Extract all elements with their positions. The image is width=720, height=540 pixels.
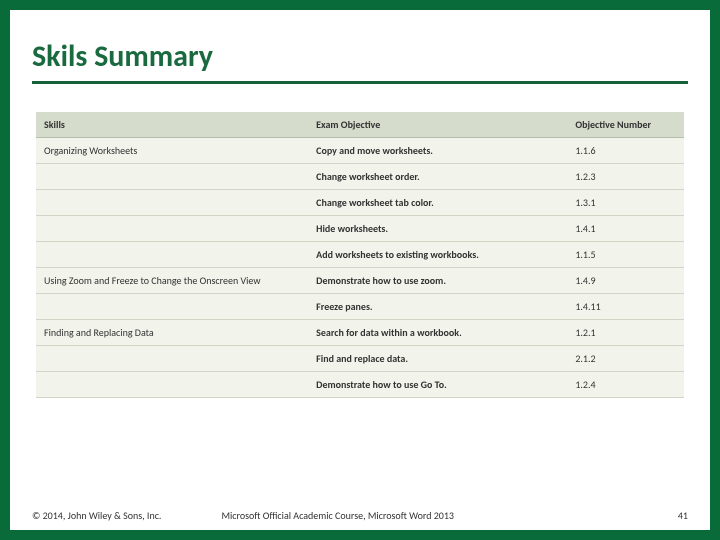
table-row: Change worksheet tab color. 1.3.1 <box>36 190 684 216</box>
header-exam-objective: Exam Objective <box>308 112 567 138</box>
cell-skill: Organizing Worksheets <box>36 138 308 164</box>
cell-skill <box>36 190 308 216</box>
cell-skill <box>36 216 308 242</box>
cell-objective: Change worksheet tab color. <box>308 190 567 216</box>
table-row: Add worksheets to existing workbooks. 1.… <box>36 242 684 268</box>
cell-skill <box>36 164 308 190</box>
cell-skill <box>36 242 308 268</box>
slide: Skils Summary Skills Exam Objective Obje… <box>0 0 720 540</box>
cell-objective: Demonstrate how to use zoom. <box>308 268 567 294</box>
table-row: Organizing Worksheets Copy and move work… <box>36 138 684 164</box>
cell-objective: Change worksheet order. <box>308 164 567 190</box>
table-header-row: Skills Exam Objective Objective Number <box>36 112 684 138</box>
skills-table: Skills Exam Objective Objective Number O… <box>36 112 684 398</box>
table-row: Hide worksheets. 1.4.1 <box>36 216 684 242</box>
cell-skill <box>36 372 308 398</box>
cell-number: 2.1.2 <box>567 346 684 372</box>
cell-number: 1.1.6 <box>567 138 684 164</box>
header-objective-number: Objective Number <box>567 112 684 138</box>
cell-objective: Add worksheets to existing workbooks. <box>308 242 567 268</box>
table-row: Using Zoom and Freeze to Change the Onsc… <box>36 268 684 294</box>
cell-objective: Copy and move worksheets. <box>308 138 567 164</box>
table-row: Finding and Replacing Data Search for da… <box>36 320 684 346</box>
footer-copyright: © 2014, John Wiley & Sons, Inc. <box>32 509 161 522</box>
cell-objective: Search for data within a workbook. <box>308 320 567 346</box>
table-row: Find and replace data. 2.1.2 <box>36 346 684 372</box>
cell-number: 1.2.4 <box>567 372 684 398</box>
cell-number: 1.2.1 <box>567 320 684 346</box>
cell-number: 1.4.9 <box>567 268 684 294</box>
page-title: Skils Summary <box>32 38 688 84</box>
cell-skill: Using Zoom and Freeze to Change the Onsc… <box>36 268 308 294</box>
cell-number: 1.3.1 <box>567 190 684 216</box>
footer: © 2014, John Wiley & Sons, Inc. Microsof… <box>32 509 688 522</box>
cell-objective: Freeze panes. <box>308 294 567 320</box>
cell-objective: Find and replace data. <box>308 346 567 372</box>
footer-page-number: 41 <box>678 509 688 522</box>
cell-number: 1.4.11 <box>567 294 684 320</box>
cell-number: 1.1.5 <box>567 242 684 268</box>
table-row: Change worksheet order. 1.2.3 <box>36 164 684 190</box>
cell-skill <box>36 346 308 372</box>
skills-table-wrap: Skills Exam Objective Objective Number O… <box>32 112 688 398</box>
table-row: Demonstrate how to use Go To. 1.2.4 <box>36 372 684 398</box>
cell-number: 1.4.1 <box>567 216 684 242</box>
cell-objective: Hide worksheets. <box>308 216 567 242</box>
table-row: Freeze panes. 1.4.11 <box>36 294 684 320</box>
cell-number: 1.2.3 <box>567 164 684 190</box>
cell-skill: Finding and Replacing Data <box>36 320 308 346</box>
cell-skill <box>36 294 308 320</box>
header-skills: Skills <box>36 112 308 138</box>
footer-course: Microsoft Official Academic Course, Micr… <box>161 509 677 522</box>
cell-objective: Demonstrate how to use Go To. <box>308 372 567 398</box>
